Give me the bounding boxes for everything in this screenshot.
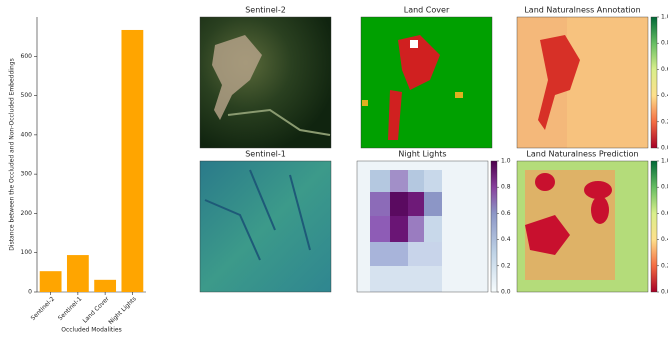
panel-title: Land Cover <box>404 6 450 15</box>
colorbar-tick-label: 0.8 <box>501 184 511 191</box>
y-axis-label: Distance between the Occluded and Non-Oc… <box>9 58 16 250</box>
colorbar-tick-label: 0.4 <box>661 236 668 243</box>
annotation-image <box>517 17 648 148</box>
figure: 0100200300400500600Sentinel-2Sentinel-1L… <box>0 0 668 339</box>
colorbar-tick-label: 1.0 <box>661 158 668 165</box>
bar <box>67 255 89 292</box>
y-tick-label: 0 <box>28 289 32 296</box>
panel-title: Land Naturalness Prediction <box>526 150 638 159</box>
y-tick-label: 600 <box>21 53 33 60</box>
colorbar-tick-label: 0.0 <box>501 289 511 296</box>
sentinel-1-image <box>200 161 331 292</box>
colorbar-tick-label: 0.6 <box>661 66 668 73</box>
y-tick-label: 200 <box>21 210 33 217</box>
prediction-image <box>517 161 648 292</box>
colorbar-tick-label: 0.2 <box>661 262 668 269</box>
colorbar-tick-label: 0.8 <box>661 184 668 191</box>
bar <box>94 280 116 292</box>
land-cover-image <box>361 17 492 148</box>
x-tick-label: Land Cover <box>82 295 111 324</box>
y-tick-label: 100 <box>21 249 33 256</box>
colorbar-tick-label: 0.4 <box>501 236 511 243</box>
panel-title: Sentinel-1 <box>245 150 286 159</box>
x-tick-label: Night Lights <box>107 296 138 327</box>
x-tick-label: Sentinel-1 <box>57 295 84 322</box>
x-tick-label: Sentinel-2 <box>30 295 57 322</box>
panel-title: Sentinel-2 <box>245 6 286 15</box>
colorbar-tick-label: 0.0 <box>661 145 668 152</box>
colorbar <box>651 17 657 148</box>
night-lights-image <box>357 161 488 292</box>
colorbar-tick-label: 0.0 <box>661 289 668 296</box>
sentinel-2-image <box>200 17 331 148</box>
colorbar-tick-label: 1.0 <box>501 158 511 165</box>
colorbar-tick-label: 1.0 <box>661 14 668 21</box>
colorbar-tick-label: 0.4 <box>661 92 668 99</box>
colorbar-tick-label: 0.8 <box>661 40 668 47</box>
panel-title: Land Naturalness Annotation <box>524 6 640 15</box>
bar <box>121 30 143 292</box>
colorbar <box>491 161 497 292</box>
y-tick-label: 400 <box>21 131 33 138</box>
panel-title: Night Lights <box>398 150 446 159</box>
colorbar <box>651 161 657 292</box>
x-axis-label: Occluded Modalities <box>61 327 122 334</box>
colorbar-tick-label: 0.2 <box>661 118 668 125</box>
colorbar-tick-label: 0.6 <box>501 210 511 217</box>
y-tick-label: 500 <box>21 92 33 99</box>
colorbar-tick-label: 0.6 <box>661 210 668 217</box>
colorbar-tick-label: 0.2 <box>501 262 511 269</box>
bar <box>40 271 62 292</box>
y-tick-label: 300 <box>21 171 33 178</box>
